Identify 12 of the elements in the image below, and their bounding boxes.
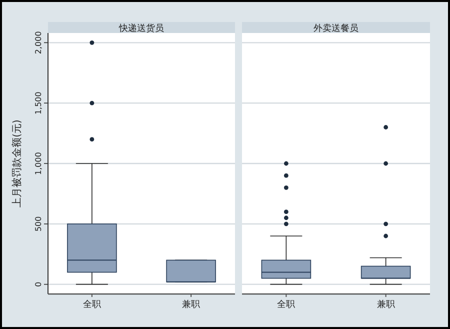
x-tick-label: 兼职 — [182, 299, 200, 310]
y-tick-label: 2,000 — [34, 31, 43, 54]
y-tick-label: 500 — [34, 216, 43, 232]
y-tick-label: 1,500 — [34, 92, 43, 115]
y-tick-label: 1,000 — [34, 152, 43, 175]
x-tick-label: 全职 — [277, 299, 296, 310]
chart-title: 外卖送餐员 — [314, 23, 358, 34]
y-tick-label: 0 — [34, 282, 43, 287]
x-tick-label: 兼职 — [376, 299, 395, 310]
y-axis-title: 上月被罚款金额(元) — [11, 120, 23, 208]
chart-title: 快递送货员 — [118, 23, 164, 34]
x-tick-label: 全职 — [82, 299, 101, 310]
